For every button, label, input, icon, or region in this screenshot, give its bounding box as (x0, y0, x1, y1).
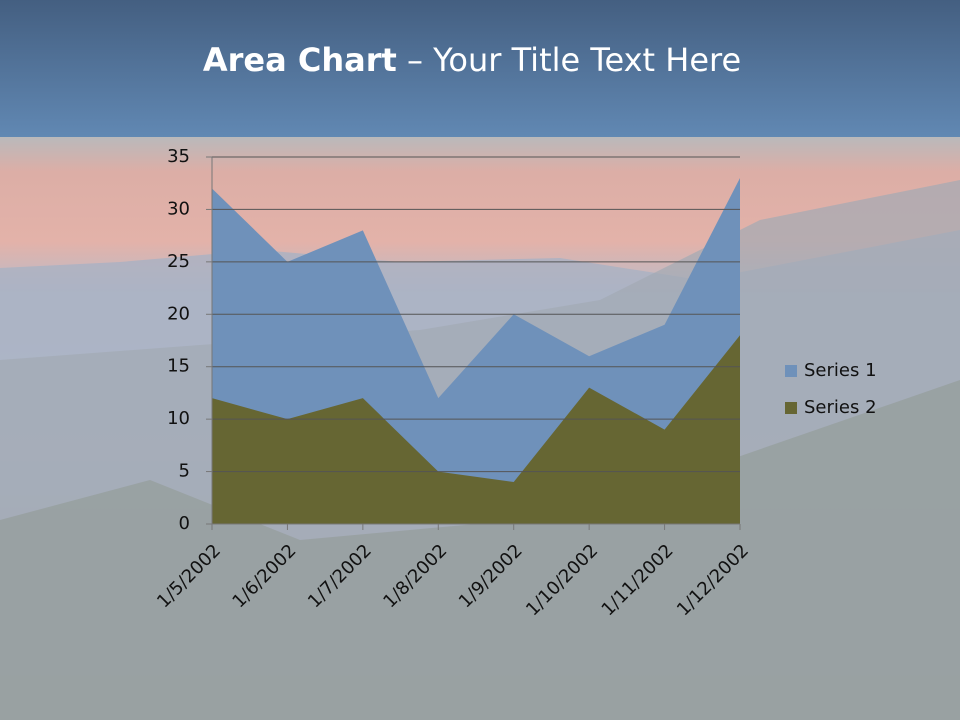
y-tick-label: 20 (167, 303, 190, 324)
legend-swatch (785, 402, 797, 414)
legend-label: Series 2 (804, 397, 877, 418)
header-band (0, 0, 960, 137)
title-rest: – Your Title Text Here (407, 41, 741, 79)
y-tick-label: 30 (167, 198, 190, 219)
y-tick-label: 0 (179, 513, 190, 534)
legend-label: Series 1 (804, 360, 877, 381)
y-tick-label: 10 (167, 408, 190, 429)
y-tick-label: 15 (167, 356, 190, 377)
legend-swatch (785, 365, 797, 377)
y-tick-label: 35 (167, 146, 190, 167)
y-tick-label: 25 (167, 251, 190, 272)
title: Area Chart – Your Title Text Here (203, 41, 741, 79)
area (212, 335, 740, 524)
title-bold: Area Chart (203, 41, 397, 79)
y-tick-label: 5 (179, 461, 190, 482)
